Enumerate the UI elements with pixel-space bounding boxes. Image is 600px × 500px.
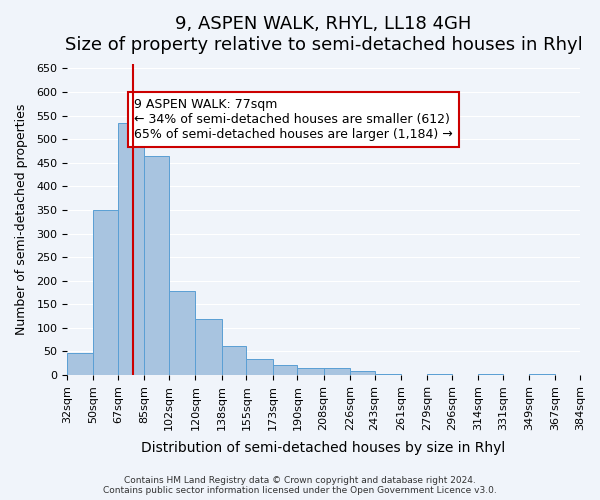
Text: Contains HM Land Registry data © Crown copyright and database right 2024.
Contai: Contains HM Land Registry data © Crown c… (103, 476, 497, 495)
Bar (145, 156, 169, 375)
Bar (478, 374, 503, 375)
Bar (529, 374, 555, 375)
Y-axis label: Number of semi-detached properties: Number of semi-detached properties (15, 104, 28, 335)
Bar (323, 368, 350, 375)
Bar (427, 374, 452, 375)
Bar (169, 291, 196, 375)
Bar (118, 122, 145, 375)
Bar (94, 210, 118, 375)
Bar (272, 364, 298, 375)
Bar (221, 346, 247, 375)
Bar (298, 368, 323, 375)
Bar (247, 358, 272, 375)
Title: 9, ASPEN WALK, RHYL, LL18 4GH
Size of property relative to semi-detached houses : 9, ASPEN WALK, RHYL, LL18 4GH Size of pr… (65, 15, 583, 54)
Bar (374, 374, 401, 375)
Text: 9 ASPEN WALK: 77sqm
← 34% of semi-detached houses are smaller (612)
65% of semi-: 9 ASPEN WALK: 77sqm ← 34% of semi-detach… (134, 98, 452, 141)
Bar (350, 372, 374, 375)
Bar (67, 353, 94, 375)
X-axis label: Distribution of semi-detached houses by size in Rhyl: Distribution of semi-detached houses by … (142, 441, 506, 455)
Bar (196, 320, 221, 375)
